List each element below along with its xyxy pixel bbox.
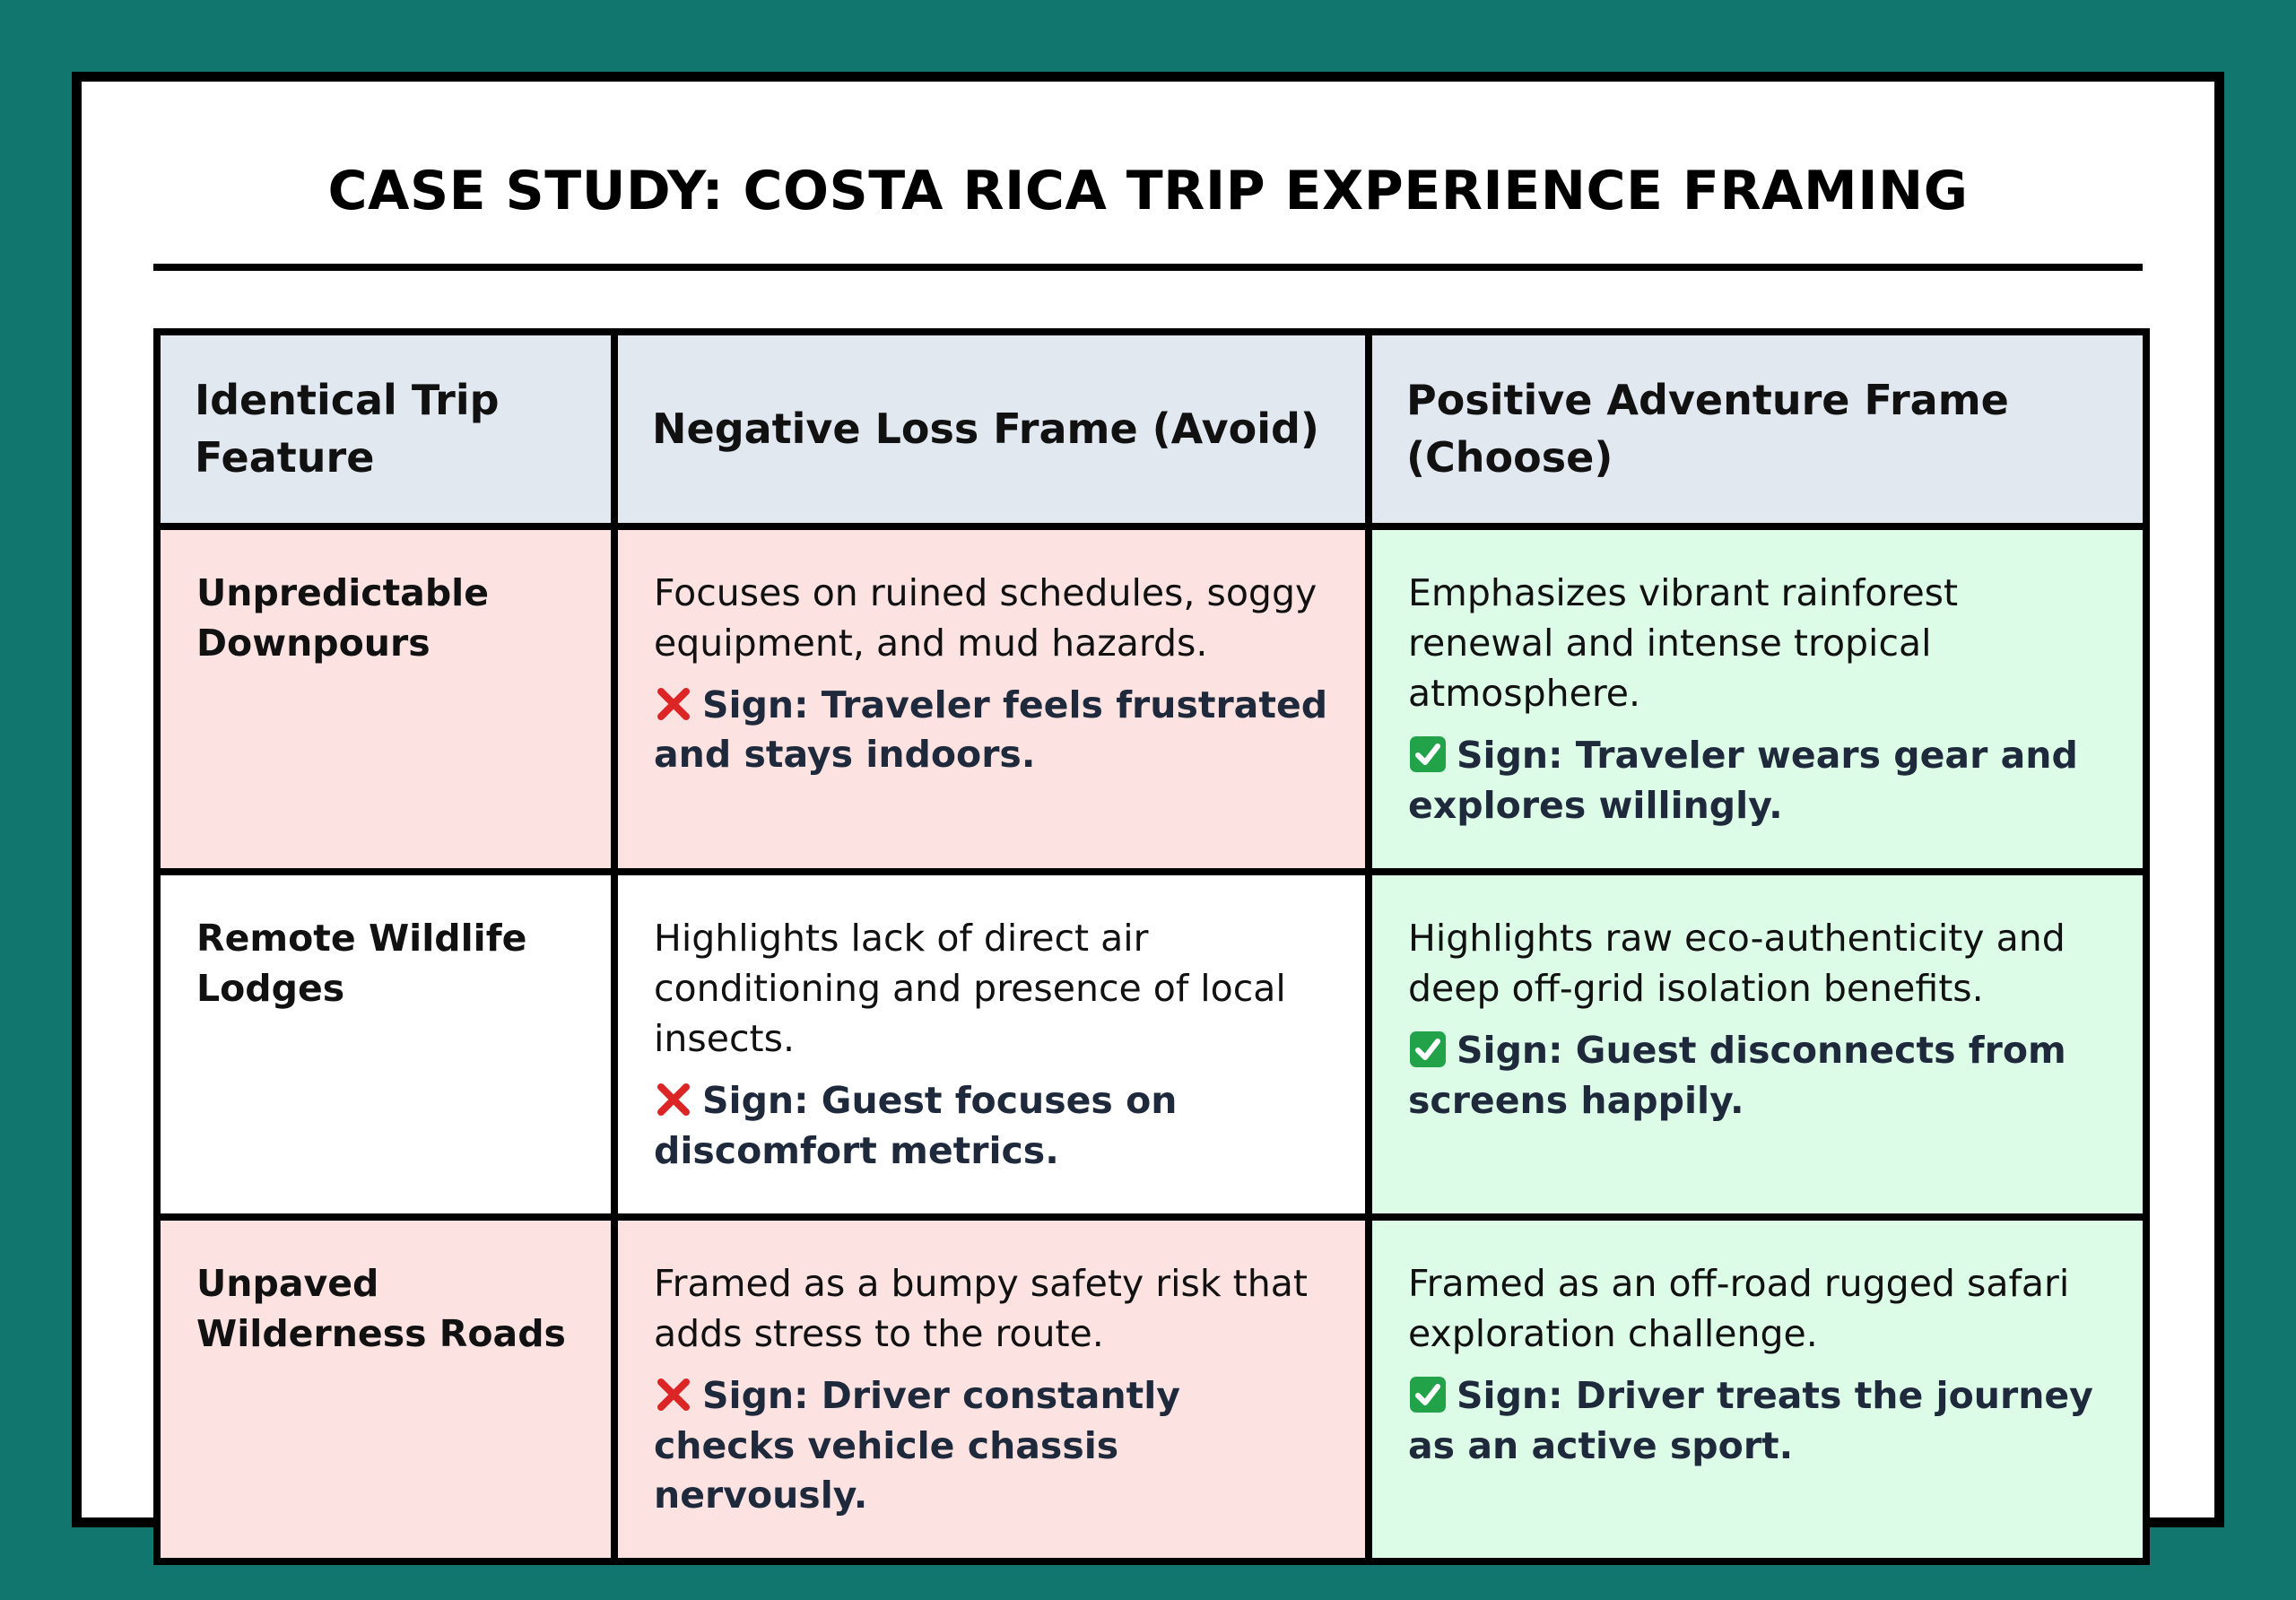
sign-text: Sign: Traveler wears gear and explores w… [1408, 734, 2078, 827]
table-row: Unpaved Wilderness Roads Framed as a bump… [153, 1213, 2150, 1566]
title-rule [153, 264, 2143, 271]
sign-text: Sign: Driver constantly checks vehicle c… [654, 1374, 1181, 1517]
positive-cell: Framed as an off-road rugged safari expl… [1365, 1213, 2150, 1566]
sign-text: Sign: Guest disconnects from screens hap… [1408, 1029, 2066, 1122]
check-icon [1410, 1031, 1446, 1068]
positive-text: Highlights raw eco-authenticity and deep… [1408, 916, 2066, 1011]
negative-sign: Sign: Guest focuses on discomfort metric… [654, 1076, 1329, 1176]
negative-text: Framed as a bumpy safety risk that adds … [654, 1262, 1308, 1356]
cross-icon [657, 688, 690, 721]
cross-icon [657, 1083, 690, 1117]
header-cell: Negative Loss Frame (Avoid) [611, 328, 1372, 530]
positive-text: Emphasizes vibrant rainforest renewal an… [1408, 570, 1959, 716]
positive-sign: Sign: Guest disconnects from screens hap… [1408, 1026, 2107, 1126]
positive-sign: Sign: Driver treats the journey as an ac… [1408, 1371, 2107, 1471]
feature-cell: Remote Wildlife Lodges [153, 867, 618, 1222]
positive-cell: Highlights raw eco-authenticity and deep… [1365, 867, 2150, 1222]
table-body: Unpredictable Downpours Focuses on ruined… [153, 522, 2150, 1566]
header-cell: Identical Trip Feature [153, 328, 618, 530]
positive-sign: Sign: Traveler wears gear and explores w… [1408, 731, 2107, 830]
table-row: Unpredictable Downpours Focuses on ruined… [153, 522, 2150, 875]
feature-cell: Unpaved Wilderness Roads [153, 1213, 618, 1566]
negative-cell: Highlights lack of direct air conditioni… [611, 867, 1372, 1222]
comparison-table: Identical Trip Feature Negative Loss Fra… [153, 328, 2150, 1566]
positive-cell: Emphasizes vibrant rainforest renewal an… [1365, 522, 2150, 875]
cross-icon [657, 1378, 690, 1412]
negative-cell: Focuses on ruined schedules, soggy equip… [611, 522, 1372, 875]
positive-text: Framed as an off-road rugged safari expl… [1408, 1262, 2070, 1356]
sign-text: Sign: Traveler feels frustrated and stay… [654, 683, 1328, 777]
negative-text: Highlights lack of direct air conditioni… [654, 916, 1286, 1061]
feature-cell: Unpredictable Downpours [153, 522, 618, 875]
negative-sign: Sign: Driver constantly checks vehicle c… [654, 1371, 1329, 1520]
sign-text: Sign: Guest focuses on discomfort metric… [654, 1079, 1178, 1172]
sign-text: Sign: Driver treats the journey as an ac… [1408, 1374, 2093, 1467]
check-icon [1410, 1377, 1446, 1413]
negative-cell: Framed as a bumpy safety risk that adds … [611, 1213, 1372, 1566]
header-cell: Positive Adventure Frame (Choose) [1365, 328, 2150, 530]
check-icon [1410, 736, 1446, 773]
header-row: Identical Trip Feature Negative Loss Fra… [153, 328, 2150, 530]
negative-text: Focuses on ruined schedules, soggy equip… [654, 570, 1318, 665]
negative-sign: Sign: Traveler feels frustrated and stay… [654, 681, 1329, 780]
title: CASE STUDY: COSTA RICA TRIP EXPERIENCE F… [327, 160, 1969, 222]
table-row: Remote Wildlife Lodges Highlights lack of… [153, 867, 2150, 1222]
